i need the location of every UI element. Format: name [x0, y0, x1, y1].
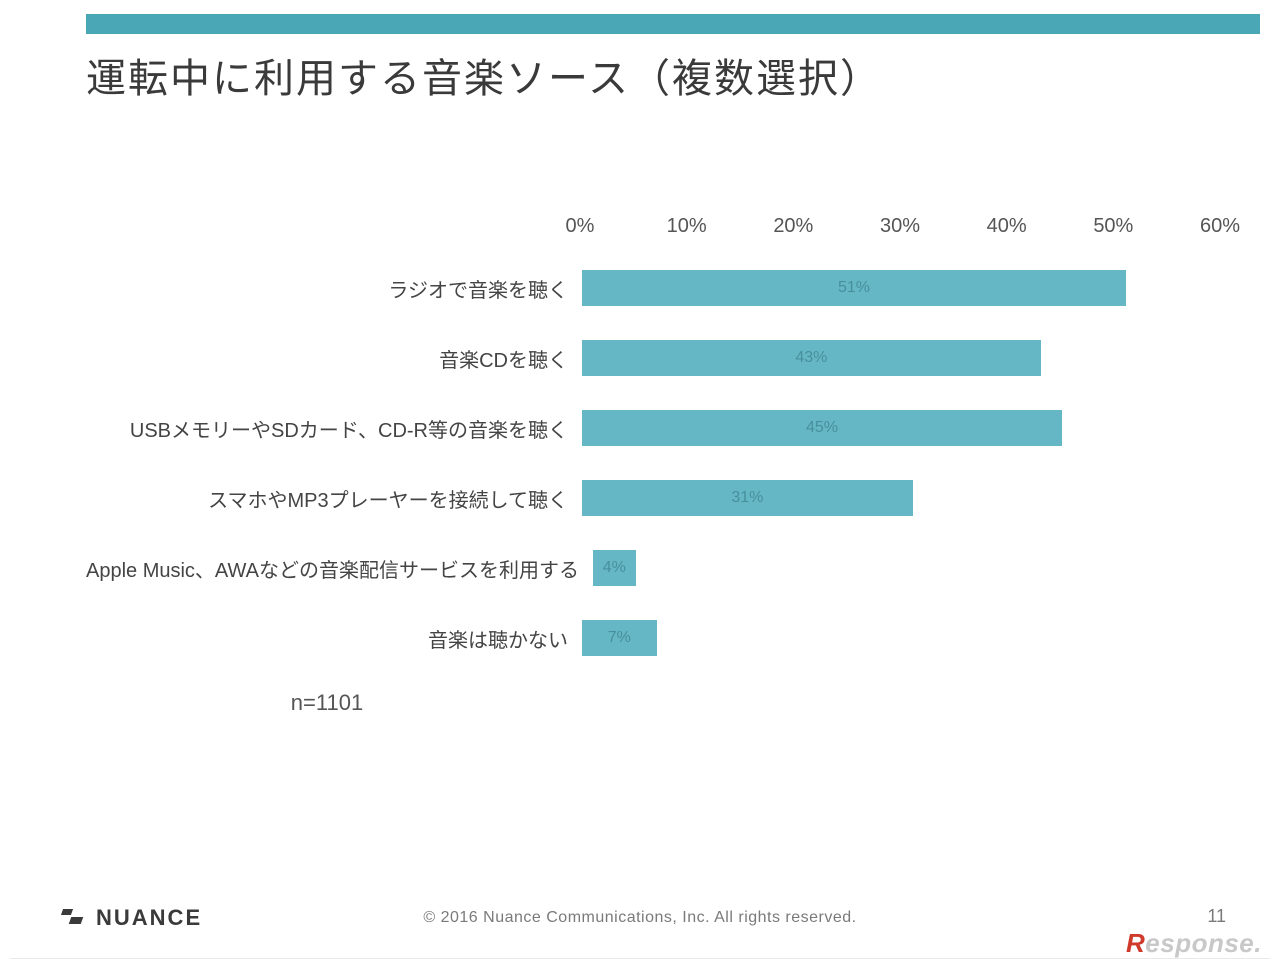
bar-row: USBメモリーやSDカード、CD-R等の音楽を聴く 45%: [86, 410, 1220, 446]
x-tick: 40%: [987, 215, 1027, 238]
bar-row: スマホやMP3プレーヤーを接続して聴く 31%: [86, 480, 1220, 516]
sample-size-label: n=1101: [86, 690, 568, 716]
x-tick: 0%: [566, 215, 595, 238]
bar-row: ラジオで音楽を聴く 51%: [86, 270, 1220, 306]
bar-fill: 7%: [582, 620, 657, 656]
copyright-text: © 2016 Nuance Communications, Inc. All r…: [423, 909, 856, 927]
bar-track: 7%: [582, 620, 1220, 656]
bar-value-label: 51%: [838, 279, 870, 297]
watermark-prefix: R: [1126, 928, 1145, 958]
bar-value-label: 7%: [608, 629, 631, 647]
bar-label: ラジオで音楽を聴く: [86, 274, 582, 303]
nuance-logo-icon: [60, 907, 88, 929]
x-tick: 10%: [667, 215, 707, 238]
bar-track: 31%: [582, 480, 1220, 516]
bar-row: 音楽CDを聴く 43%: [86, 340, 1220, 376]
response-watermark: Response.: [1126, 928, 1262, 959]
slide-title: 運転中に利用する音楽ソース（複数選択）: [86, 46, 882, 104]
bar-track: 45%: [582, 410, 1220, 446]
x-axis-ticks: 0%10%20%30%40%50%60%: [580, 215, 1220, 245]
x-tick: 20%: [773, 215, 813, 238]
nuance-logo: NUANCE: [60, 905, 202, 931]
bar-fill: 43%: [582, 340, 1041, 376]
bar-fill: 31%: [582, 480, 913, 516]
bar-row: Apple Music、AWAなどの音楽配信サービスを利用する 4%: [86, 550, 1220, 586]
bar-fill: 4%: [593, 550, 636, 586]
bar-value-label: 45%: [806, 419, 838, 437]
bar-track: 51%: [582, 270, 1220, 306]
bar-value-label: 4%: [603, 559, 626, 577]
page-number: 11: [1207, 906, 1226, 927]
bar-label: 音楽は聴かない: [86, 624, 582, 653]
bar-fill: 51%: [582, 270, 1126, 306]
bar-label: Apple Music、AWAなどの音楽配信サービスを利用する: [86, 554, 593, 583]
bar-track: 4%: [593, 550, 1220, 586]
bar-label: 音楽CDを聴く: [86, 344, 582, 373]
x-axis: 0%10%20%30%40%50%60%: [86, 210, 1220, 250]
slide-footer: NUANCE © 2016 Nuance Communications, Inc…: [0, 891, 1280, 931]
bar-label: スマホやMP3プレーヤーを接続して聴く: [86, 484, 582, 513]
bar-chart: 0%10%20%30%40%50%60% ラジオで音楽を聴く51%音楽CDを聴く…: [86, 210, 1220, 716]
x-tick: 50%: [1093, 215, 1133, 238]
bar-row: 音楽は聴かない 7%: [86, 620, 1220, 656]
bar-fill: 45%: [582, 410, 1062, 446]
bar-label: USBメモリーやSDカード、CD-R等の音楽を聴く: [86, 414, 582, 443]
bar-value-label: 43%: [795, 349, 827, 367]
x-tick: 60%: [1200, 215, 1240, 238]
x-tick: 30%: [880, 215, 920, 238]
nuance-logo-text: NUANCE: [96, 905, 202, 931]
bar-value-label: 31%: [731, 489, 763, 507]
bar-series: ラジオで音楽を聴く 51% 音楽CDを聴く 43% USBメモリーやSDカード、CD-R…: [86, 270, 1220, 656]
bar-track: 43%: [582, 340, 1220, 376]
header-accent-bar: [86, 14, 1260, 34]
watermark-rest: esponse.: [1145, 928, 1262, 958]
